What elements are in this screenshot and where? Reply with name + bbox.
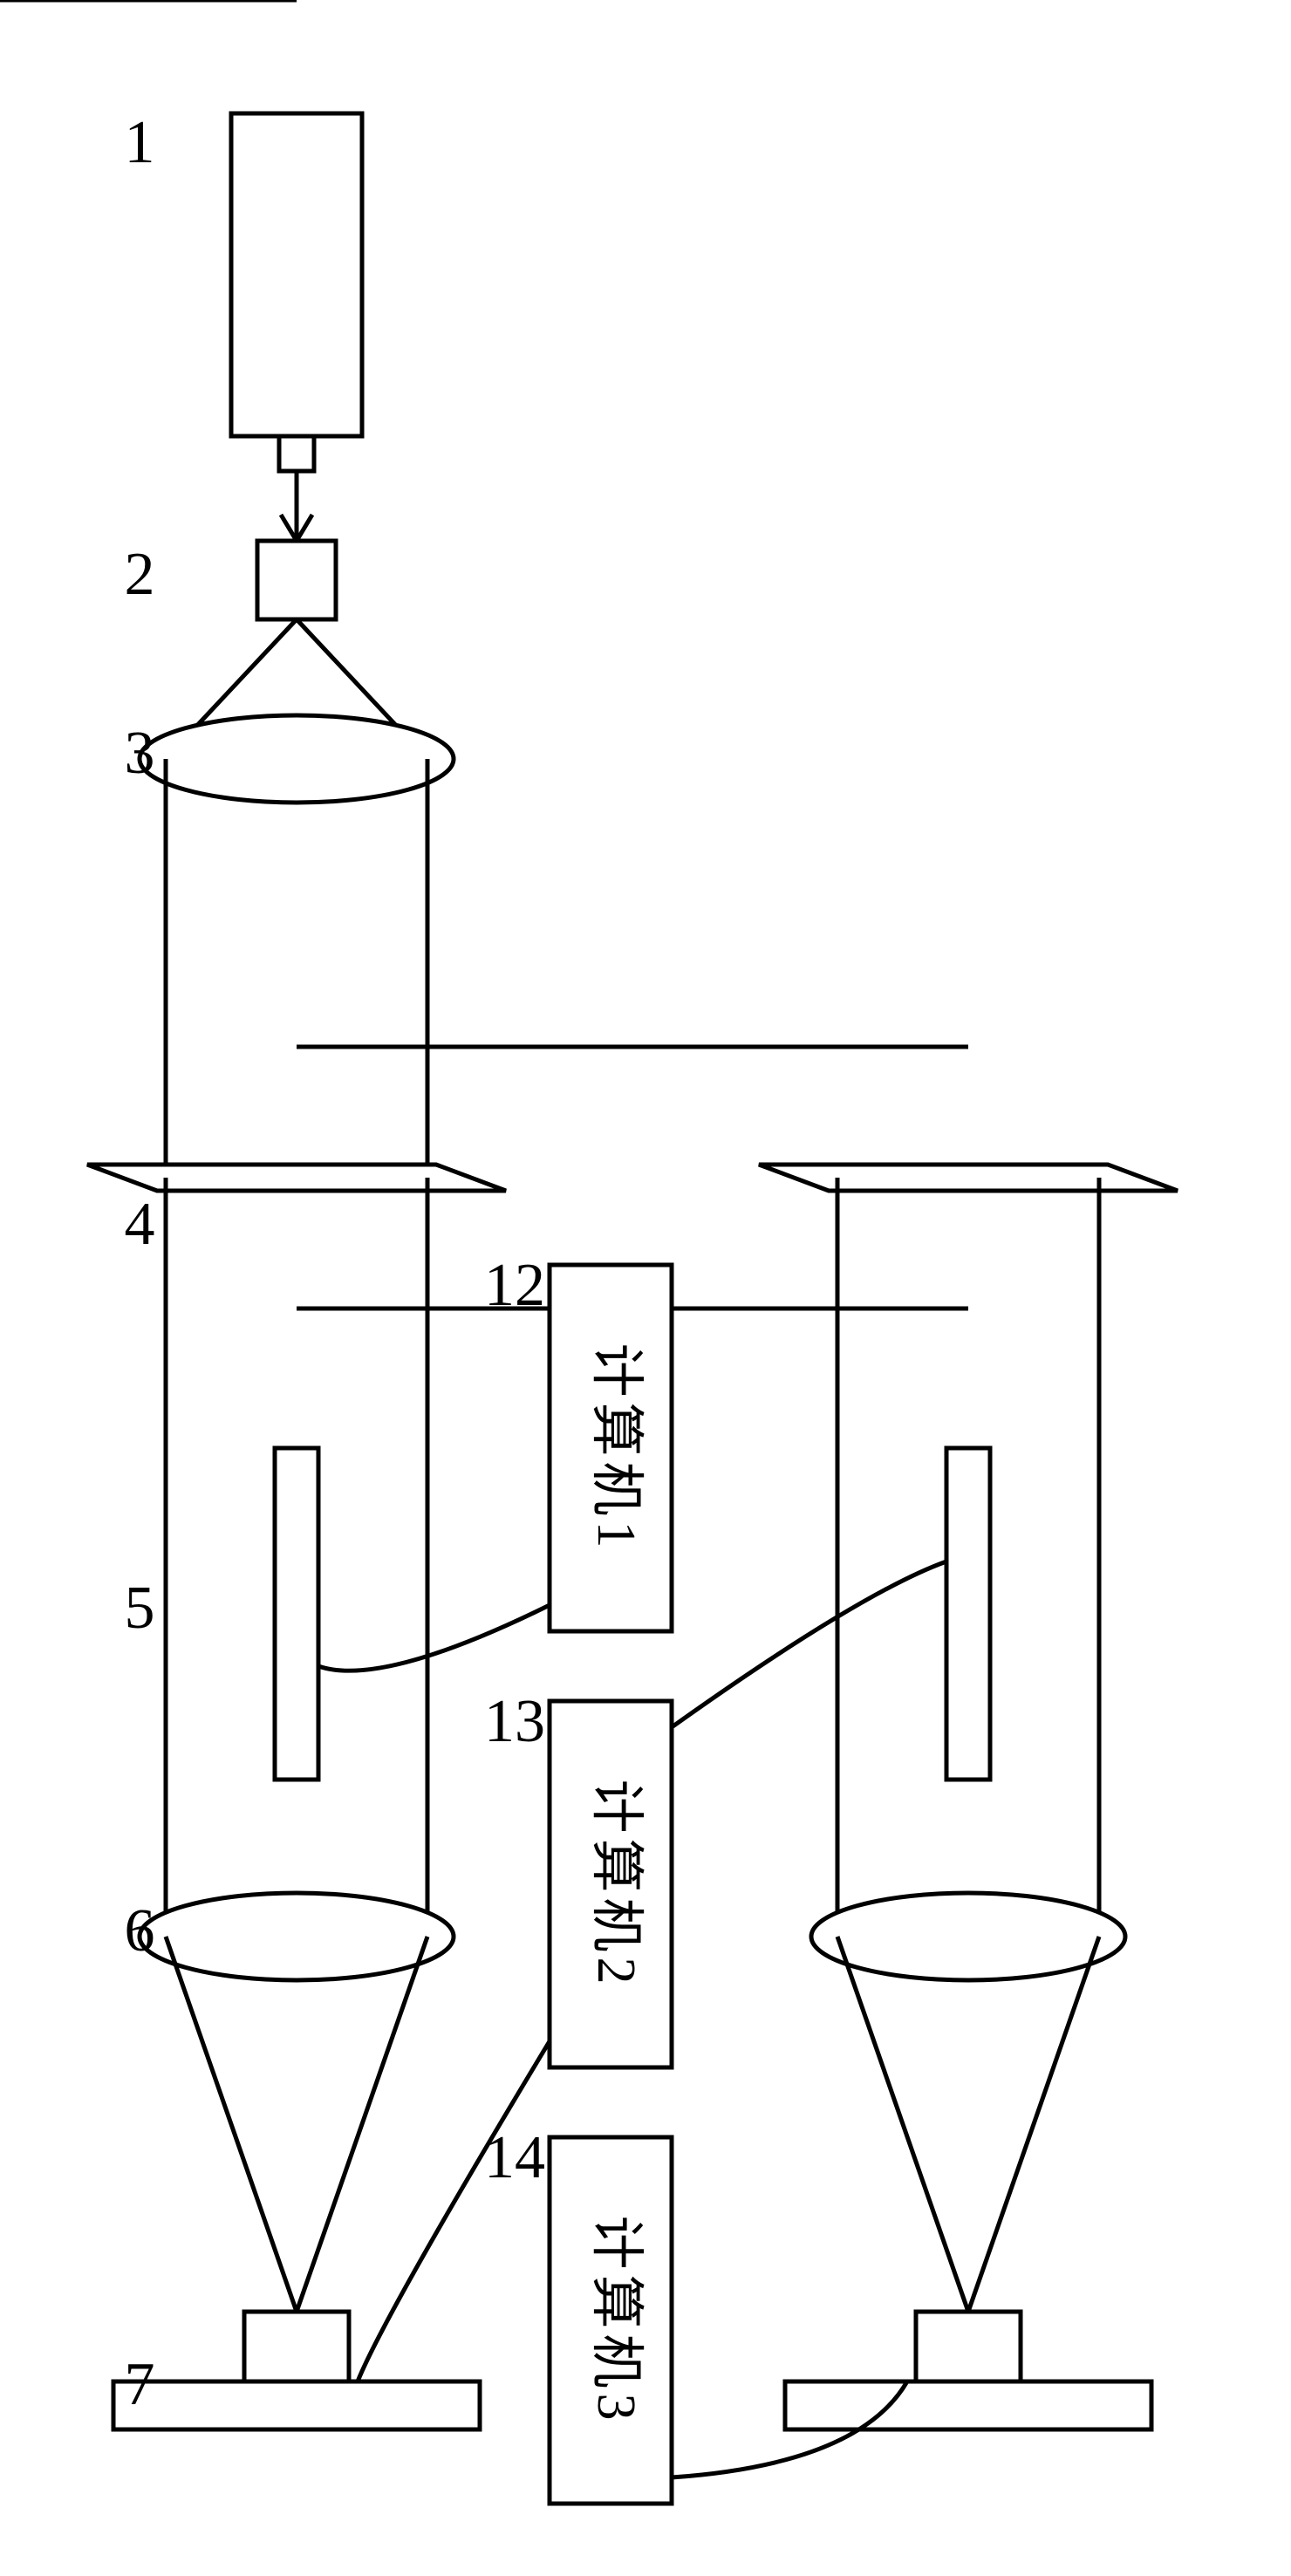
label-3: 3: [125, 720, 155, 787]
label-5: 5: [125, 1575, 155, 1642]
label-2: 2: [125, 541, 155, 608]
link-13-9: [672, 1561, 946, 1727]
ray-10-11-a: [837, 1937, 968, 2312]
label-n12: 12: [484, 1252, 545, 1319]
label-6: 6: [125, 1897, 155, 1964]
mirror-8: [759, 1165, 1178, 1191]
ccd-7-plate: [113, 2381, 480, 2429]
slm-9: [946, 1448, 990, 1780]
ray-10-11-b: [968, 1937, 1099, 2312]
computer-1-label: 计算机1: [586, 1343, 646, 1553]
label-7: 7: [125, 2351, 155, 2418]
label-4: 4: [125, 1191, 155, 1258]
source-outlet: [279, 436, 314, 471]
ray-6-7-b: [297, 1937, 427, 2312]
computer-2-label: 计算机2: [586, 1779, 646, 1989]
label-1: 1: [125, 109, 155, 176]
link-13-7: [358, 2041, 550, 2381]
lens-3: [140, 715, 454, 803]
label-n13: 13: [484, 1688, 545, 1755]
ccd-11-plate: [785, 2381, 1151, 2429]
mirror-4: [87, 1165, 506, 1191]
ccd-7-sensor: [244, 2312, 349, 2381]
lens-10: [811, 1893, 1125, 1980]
computer-3-label: 计算机3: [586, 2215, 646, 2425]
slm-5: [275, 1448, 318, 1780]
ray-6-7-a: [166, 1937, 297, 2312]
link-12-5: [318, 1605, 550, 1671]
source-box: [231, 113, 362, 436]
small-box: [257, 541, 336, 619]
ccd-11-sensor: [916, 2312, 1021, 2381]
lens-6: [140, 1893, 454, 1980]
